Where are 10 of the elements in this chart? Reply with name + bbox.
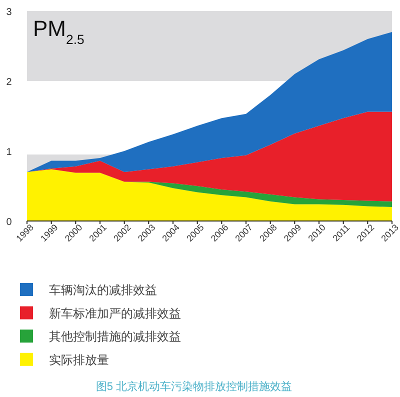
chart-title: PM$_{2.5}$ xyxy=(33,16,84,46)
legend-label: 车辆淘汰的减排效益 xyxy=(49,283,157,297)
legend-label: 实际排放量 xyxy=(49,352,109,367)
legend-label: 其他控制措施的减排效益 xyxy=(49,330,181,344)
y-tick-label: 3 xyxy=(6,7,12,18)
y-tick-label: 2 xyxy=(6,77,12,88)
y-tick-label: 0 xyxy=(6,217,12,228)
caption: 图5 北京机动车污染物排放控制措施效益 xyxy=(96,380,292,393)
legend-label: 新车标准加严的减排效益 xyxy=(49,306,181,320)
y-tick-label: 1 xyxy=(6,147,12,158)
